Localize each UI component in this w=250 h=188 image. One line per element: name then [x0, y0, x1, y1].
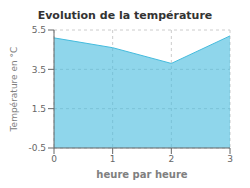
svg-text:-0.5: -0.5 — [28, 143, 46, 153]
svg-text:0: 0 — [51, 154, 57, 164]
svg-text:2: 2 — [168, 154, 174, 164]
svg-text:heure par heure: heure par heure — [96, 169, 187, 180]
svg-text:3: 3 — [227, 154, 233, 164]
svg-text:1: 1 — [110, 154, 116, 164]
html-text:Evolution de la température: Evolution de la température — [37, 9, 213, 22]
svg-text:1.5: 1.5 — [32, 104, 46, 114]
svg-text:Température en °C: Température en °C — [9, 47, 19, 133]
svg-text:5.5: 5.5 — [32, 25, 46, 35]
svg-text:3.5: 3.5 — [32, 65, 46, 75]
